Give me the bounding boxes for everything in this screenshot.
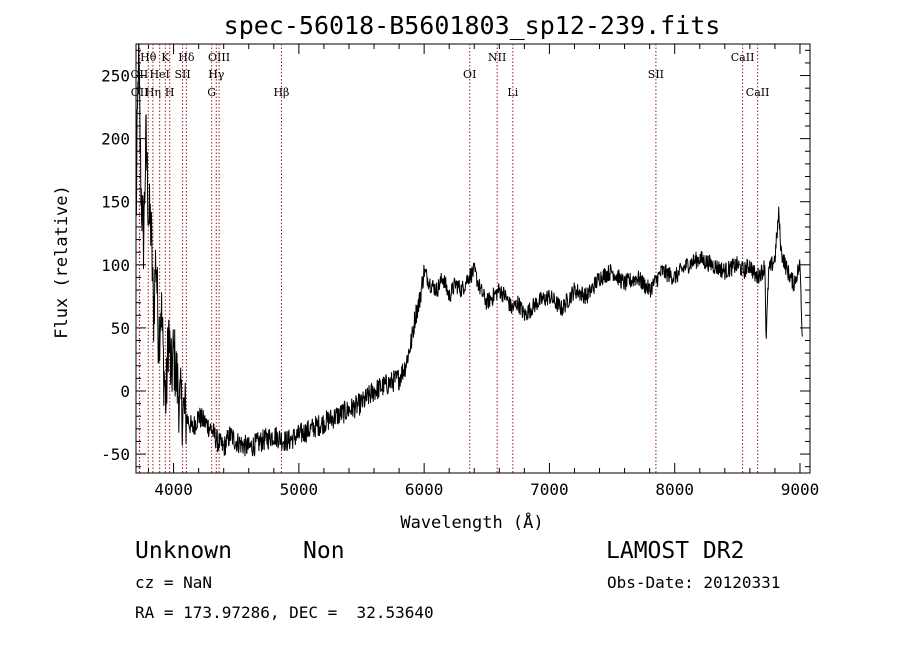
x-tick-label: 4000 [154, 480, 193, 499]
x-tick-label: 9000 [781, 480, 820, 499]
coordinates: RA = 173.97286, DEC = 32.53640 [135, 603, 434, 622]
x-tick-label: 6000 [405, 480, 444, 499]
spectral-line-label: Hβ [273, 86, 289, 99]
y-tick-label: 50 [111, 319, 130, 338]
spectral-line-label: HeI [149, 68, 169, 81]
observation-date: Obs-Date: 20120331 [607, 573, 781, 592]
spectral-line-label: SII [648, 68, 664, 81]
axis-ticks: 4000 5000 6000 7000 8000 9000 -50 0 50 100 150 200 2… [101, 44, 819, 499]
object-subclass: Non [303, 538, 345, 564]
y-tick-label: -50 [101, 445, 130, 464]
plot-frame [135, 43, 811, 474]
flux-series [135, 43, 803, 457]
spectral-line-label: CaII [746, 86, 770, 99]
flux-series-line [135, 43, 803, 457]
spectral-line-label: Hδ [178, 51, 195, 64]
y-tick-label: 0 [120, 382, 130, 401]
spectral-line-label: CaII [731, 51, 755, 64]
spectral-line-label: H [165, 86, 175, 99]
y-tick-label: 250 [101, 67, 130, 86]
y-axis-label: Flux (relative) [52, 185, 72, 339]
spectral-line-label: SII [174, 68, 190, 81]
spectral-line-label: Li [507, 86, 518, 99]
redshift-value: cz = NaN [135, 573, 213, 592]
spectral-line-label: Hγ [208, 68, 225, 81]
plot-axes [135, 43, 811, 474]
x-tick-label: 7000 [530, 480, 569, 499]
spectral-line-label: K [161, 51, 170, 64]
chart-title: spec-56018-B5601803_sp12-239.fits [224, 11, 721, 40]
spectral-line-label: G [207, 86, 216, 99]
spectral-line-label: Hη [145, 86, 161, 99]
object-class: Unknown [135, 538, 232, 564]
spectral-line-label: OIII [208, 51, 230, 64]
x-axis-label: Wavelength (Å) [400, 511, 543, 533]
x-tick-label: 8000 [655, 480, 694, 499]
spectral-line-label: Hθ [140, 51, 157, 64]
spectral-line-label: OI [463, 68, 476, 81]
survey-name: LAMOST DR2 [606, 538, 745, 564]
spectral-line-label: NII [488, 51, 506, 64]
y-tick-label: 100 [101, 256, 130, 275]
y-tick-label: 150 [101, 193, 130, 212]
x-tick-label: 5000 [280, 480, 319, 499]
y-tick-label: 200 [101, 130, 130, 149]
